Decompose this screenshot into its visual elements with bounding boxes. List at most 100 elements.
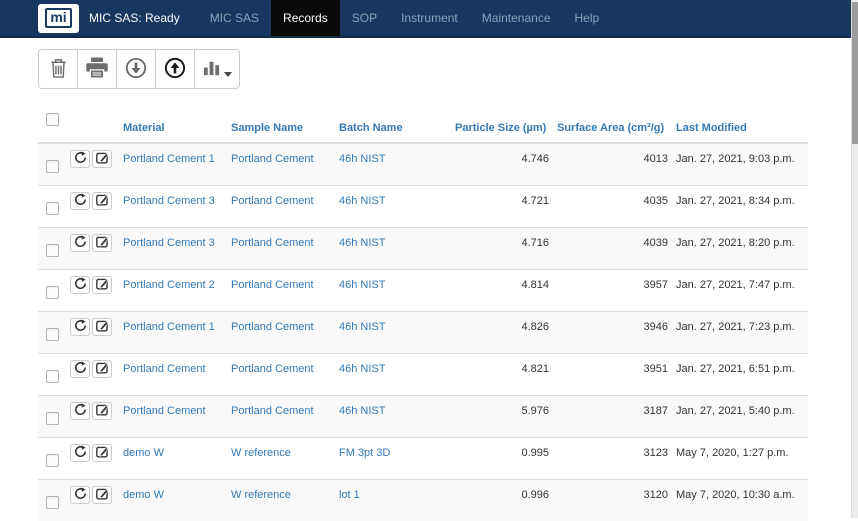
row-select-checkbox[interactable] [46, 328, 59, 341]
edit-icon [96, 277, 109, 293]
table-row: Portland Cement 3 Portland Cement 46h NIST… [38, 185, 808, 227]
repeat-record-button[interactable] [70, 486, 90, 504]
column-header-surface-area[interactable]: Surface Area (cm²/g) [549, 105, 668, 143]
material-link[interactable]: Portland Cement 3 [123, 237, 215, 249]
nav-item-records[interactable]: Records [271, 0, 340, 36]
batch-name-link[interactable]: 46h NIST [339, 321, 385, 333]
vertical-scrollbar-track[interactable] [851, 0, 858, 518]
edit-record-button[interactable] [92, 276, 112, 294]
brand-logo-text: mi [45, 8, 71, 28]
edit-record-button[interactable] [92, 234, 112, 252]
last-modified-value: Jan. 27, 2021, 9:03 p.m. [668, 143, 808, 185]
repeat-icon [74, 193, 87, 209]
surface-area-value: 3123 [549, 437, 668, 479]
batch-name-link[interactable]: 46h NIST [339, 195, 385, 207]
bar-chart-icon [202, 58, 221, 80]
particle-size-value: 4.721 [447, 185, 549, 227]
row-select-checkbox[interactable] [46, 370, 59, 383]
batch-name-link[interactable]: 46h NIST [339, 363, 385, 375]
chart-dropdown-button[interactable] [194, 49, 240, 89]
sample-name-link[interactable]: Portland Cement [231, 279, 314, 291]
edit-record-button[interactable] [92, 150, 112, 168]
row-select-checkbox[interactable] [46, 160, 59, 173]
sample-name-link[interactable]: W reference [231, 489, 291, 501]
edit-icon [96, 487, 109, 503]
sample-name-link[interactable]: Portland Cement [231, 237, 314, 249]
sample-name-link[interactable]: Portland Cement [231, 195, 314, 207]
particle-size-value: 0.995 [447, 437, 549, 479]
sample-name-link[interactable]: W reference [231, 447, 291, 459]
repeat-record-button[interactable] [70, 192, 90, 210]
nav-item-instrument[interactable]: Instrument [389, 0, 470, 36]
row-select-checkbox[interactable] [46, 244, 59, 257]
edit-icon [96, 319, 109, 335]
brand-logo[interactable]: mi [38, 4, 79, 33]
sample-name-link[interactable]: Portland Cement [231, 153, 314, 165]
edit-record-button[interactable] [92, 444, 112, 462]
printer-icon [86, 57, 108, 81]
nav-item-mic-sas[interactable]: MIC SAS [198, 0, 271, 36]
edit-record-button[interactable] [92, 318, 112, 336]
row-select-checkbox[interactable] [46, 412, 59, 425]
batch-name-link[interactable]: 46h NIST [339, 153, 385, 165]
sample-name-link[interactable]: Portland Cement [231, 405, 314, 417]
table-row: demo WW referencelot 10.9963120May 7, 20… [38, 479, 808, 521]
select-all-checkbox[interactable] [46, 113, 59, 126]
row-select-checkbox[interactable] [46, 286, 59, 299]
edit-record-button[interactable] [92, 402, 112, 420]
material-link[interactable]: demo W [123, 489, 164, 501]
repeat-icon [74, 445, 87, 461]
row-select-checkbox[interactable] [46, 454, 59, 467]
batch-name-link[interactable]: 46h NIST [339, 279, 385, 291]
material-link[interactable]: Portland Cement 1 [123, 321, 215, 333]
material-link[interactable]: Portland Cement 1 [123, 153, 215, 165]
material-link[interactable]: Portland Cement [123, 405, 206, 417]
surface-area-value: 3187 [549, 395, 668, 437]
repeat-record-button[interactable] [70, 360, 90, 378]
edit-record-button[interactable] [92, 192, 112, 210]
material-link[interactable]: Portland Cement 2 [123, 279, 215, 291]
download-button[interactable] [116, 49, 156, 89]
surface-area-value: 3957 [549, 269, 668, 311]
vertical-scrollbar-thumb[interactable] [852, 2, 858, 144]
sample-name-link[interactable]: Portland Cement [231, 363, 314, 375]
table-row: Portland CementPortland Cement46h NIST4.… [38, 353, 808, 395]
nav-item-maintenance[interactable]: Maintenance [470, 0, 563, 36]
nav-item-sop[interactable]: SOP [340, 0, 389, 36]
last-modified-value: Jan. 27, 2021, 8:20 p.m. [668, 227, 808, 269]
navbar-brand[interactable]: MIC SAS: Ready [89, 0, 180, 36]
edit-record-button[interactable] [92, 360, 112, 378]
repeat-record-button[interactable] [70, 150, 90, 168]
material-link[interactable]: Portland Cement [123, 363, 206, 375]
print-button[interactable] [77, 49, 117, 89]
column-header-material[interactable]: Material [123, 105, 231, 143]
repeat-record-button[interactable] [70, 234, 90, 252]
batch-name-link[interactable]: 46h NIST [339, 237, 385, 249]
row-select-checkbox[interactable] [46, 202, 59, 215]
last-modified-value: May 7, 2020, 1:27 p.m. [668, 437, 808, 479]
column-header-batch-name[interactable]: Batch Name [339, 105, 447, 143]
edit-record-button[interactable] [92, 486, 112, 504]
material-link[interactable]: demo W [123, 447, 164, 459]
upload-button[interactable] [155, 49, 195, 89]
material-link[interactable]: Portland Cement 3 [123, 195, 215, 207]
batch-name-link[interactable]: FM 3pt 3D [339, 447, 390, 459]
delete-button[interactable] [38, 49, 78, 89]
nav-item-help[interactable]: Help [563, 0, 612, 36]
repeat-record-button[interactable] [70, 276, 90, 294]
repeat-record-button[interactable] [70, 402, 90, 420]
batch-name-link[interactable]: 46h NIST [339, 405, 385, 417]
table-row: Portland Cement 1 Portland Cement 46h NIST… [38, 311, 808, 353]
repeat-icon [74, 403, 87, 419]
row-select-checkbox[interactable] [46, 496, 59, 509]
sample-name-link[interactable]: Portland Cement [231, 321, 314, 333]
table-row: Portland Cement 1 Portland Cement 46h NIST… [38, 143, 808, 185]
repeat-record-button[interactable] [70, 444, 90, 462]
column-header-last-modified[interactable]: Last Modified [668, 105, 808, 143]
records-table: Material Sample Name Batch Name Particle… [38, 105, 808, 521]
batch-name-link[interactable]: lot 1 [339, 489, 360, 501]
repeat-record-button[interactable] [70, 318, 90, 336]
repeat-icon [74, 487, 87, 503]
column-header-particle-size[interactable]: Particle Size (µm) [447, 105, 549, 143]
column-header-sample-name[interactable]: Sample Name [231, 105, 339, 143]
